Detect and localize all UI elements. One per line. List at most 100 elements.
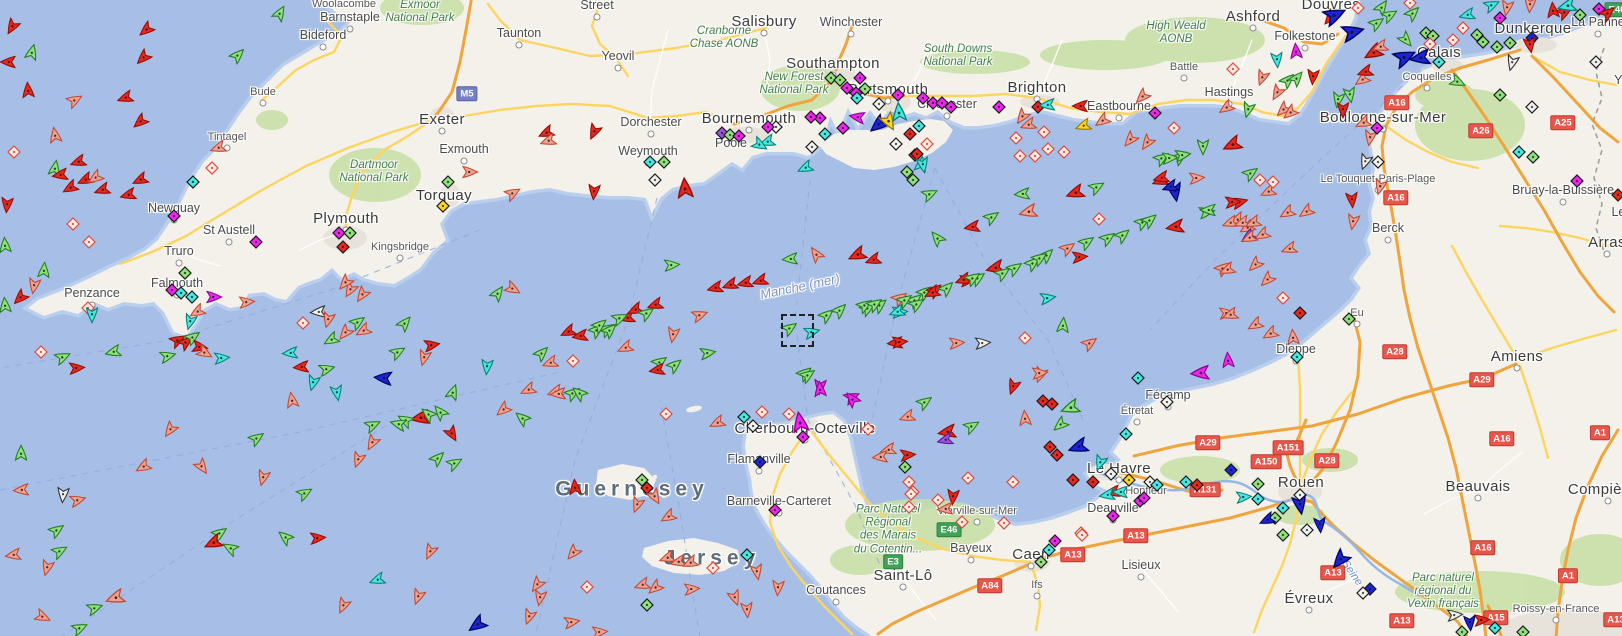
vessel-marker[interactable] xyxy=(890,332,910,352)
vessel-marker[interactable] xyxy=(623,298,647,322)
vessel-marker[interactable] xyxy=(1255,508,1279,532)
vessel-marker[interactable] xyxy=(943,487,963,507)
anchored-vessel-marker[interactable] xyxy=(1526,150,1541,165)
vessel-marker[interactable] xyxy=(934,429,956,451)
anchored-vessel-marker[interactable] xyxy=(746,419,761,434)
vessel-marker[interactable] xyxy=(1310,515,1330,535)
anchored-vessel-marker[interactable] xyxy=(753,455,768,470)
vessel-marker[interactable] xyxy=(1520,35,1541,56)
vessel-marker[interactable] xyxy=(1501,52,1523,74)
anchored-vessel-marker[interactable] xyxy=(1048,534,1063,549)
anchored-target-marker[interactable] xyxy=(706,561,721,576)
vessel-marker[interactable] xyxy=(924,225,949,250)
vessel-marker[interactable] xyxy=(45,125,66,146)
vessel-marker[interactable] xyxy=(90,178,113,201)
vessel-marker[interactable] xyxy=(1250,66,1273,89)
vessel-marker[interactable] xyxy=(427,399,452,424)
vessel-marker[interactable] xyxy=(960,265,985,290)
vessel-marker[interactable] xyxy=(1056,394,1084,422)
anchored-vessel-marker[interactable] xyxy=(1455,625,1470,636)
anchored-vessel-marker[interactable] xyxy=(824,71,839,86)
vessel-marker[interactable] xyxy=(1393,27,1418,52)
vessel-marker[interactable] xyxy=(422,335,443,356)
anchored-vessel-marker[interactable] xyxy=(1104,467,1119,482)
vessel-marker[interactable] xyxy=(1071,114,1094,137)
vessel-marker[interactable] xyxy=(1110,222,1135,247)
anchored-target-marker[interactable] xyxy=(82,235,97,250)
anchored-target-marker[interactable] xyxy=(1006,475,1021,490)
vessel-marker[interactable] xyxy=(1095,225,1120,250)
vessel-marker[interactable] xyxy=(1265,81,1290,106)
vessel-marker[interactable] xyxy=(718,273,741,296)
anchored-vessel-marker[interactable] xyxy=(833,73,848,88)
vessel-marker[interactable] xyxy=(1037,95,1057,115)
anchored-vessel-marker[interactable] xyxy=(643,155,658,170)
vessel-marker[interactable] xyxy=(1369,176,1391,198)
vessel-marker[interactable] xyxy=(912,389,937,414)
vessel-marker[interactable] xyxy=(1055,235,1080,260)
vessel-marker[interactable] xyxy=(1378,3,1403,28)
anchored-vessel-marker[interactable] xyxy=(1493,88,1508,103)
vessel-marker[interactable] xyxy=(386,340,411,365)
vessel-marker[interactable] xyxy=(130,45,155,70)
vessel-marker[interactable] xyxy=(642,575,667,600)
vessel-marker[interactable] xyxy=(1218,131,1247,160)
vessel-marker[interactable] xyxy=(1088,451,1111,474)
vessel-marker[interactable] xyxy=(918,182,942,206)
vessel-marker[interactable] xyxy=(982,255,1007,280)
anchored-vessel-marker[interactable] xyxy=(900,165,915,180)
anchored-target-marker[interactable] xyxy=(902,475,917,490)
vessel-marker[interactable] xyxy=(1230,211,1253,234)
anchored-vessel-marker[interactable] xyxy=(1371,155,1386,170)
vessel-marker[interactable] xyxy=(67,358,87,378)
anchored-vessel-marker[interactable] xyxy=(912,119,927,134)
anchored-vessel-marker[interactable] xyxy=(1276,501,1291,516)
vessel-marker[interactable] xyxy=(1218,211,1241,234)
anchored-target-marker[interactable] xyxy=(782,407,797,422)
vessel-marker[interactable] xyxy=(1360,128,1381,149)
vessel-marker[interactable] xyxy=(485,280,510,305)
vessel-marker[interactable] xyxy=(1293,199,1318,224)
anchored-target-marker[interactable] xyxy=(205,161,220,176)
anchored-vessel-marker[interactable] xyxy=(1179,475,1194,490)
vessel-marker[interactable] xyxy=(327,383,348,404)
vessel-marker[interactable] xyxy=(655,546,678,569)
vessel-marker[interactable] xyxy=(11,480,31,500)
vessel-marker[interactable] xyxy=(462,610,492,636)
anchored-vessel-marker[interactable] xyxy=(1573,8,1588,23)
vessel-marker[interactable] xyxy=(801,321,823,343)
vessel-marker[interactable] xyxy=(349,282,374,307)
vessel-marker[interactable] xyxy=(747,562,768,583)
vessel-marker[interactable] xyxy=(1472,610,1492,630)
anchored-vessel-marker[interactable] xyxy=(723,128,738,143)
vessel-marker[interactable] xyxy=(58,176,83,201)
vessel-marker[interactable] xyxy=(180,324,205,349)
anchored-vessel-marker[interactable] xyxy=(796,430,811,445)
vessel-marker[interactable] xyxy=(1070,247,1090,267)
vessel-marker[interactable] xyxy=(810,379,830,399)
anchored-vessel-marker[interactable] xyxy=(635,473,650,488)
anchored-vessel-marker[interactable] xyxy=(850,91,865,106)
vessel-marker[interactable] xyxy=(613,336,637,360)
anchored-vessel-marker[interactable] xyxy=(891,88,906,103)
vessel-marker[interactable] xyxy=(548,384,568,404)
anchored-vessel-marker[interactable] xyxy=(818,127,833,142)
vessel-marker[interactable] xyxy=(1077,330,1102,355)
anchored-target-marker[interactable] xyxy=(1423,37,1438,52)
anchored-vessel-marker[interactable] xyxy=(898,460,913,475)
vessel-marker[interactable] xyxy=(672,175,697,200)
vessel-marker[interactable] xyxy=(425,445,450,470)
vessel-marker[interactable] xyxy=(268,1,293,26)
anchored-target-marker[interactable] xyxy=(755,405,770,420)
anchored-vessel-marker[interactable] xyxy=(1050,448,1065,463)
vessel-marker[interactable] xyxy=(1238,160,1263,185)
vessel-marker[interactable] xyxy=(1134,130,1159,155)
anchored-vessel-marker[interactable] xyxy=(441,175,456,190)
vessel-marker[interactable] xyxy=(1062,180,1089,207)
vessel-marker[interactable] xyxy=(1242,252,1267,277)
vessel-marker[interactable] xyxy=(1009,104,1034,129)
vessel-marker[interactable] xyxy=(1237,226,1261,250)
vessel-marker[interactable] xyxy=(698,343,719,364)
vessel-marker[interactable] xyxy=(157,417,182,442)
vessel-marker[interactable] xyxy=(1388,40,1421,73)
